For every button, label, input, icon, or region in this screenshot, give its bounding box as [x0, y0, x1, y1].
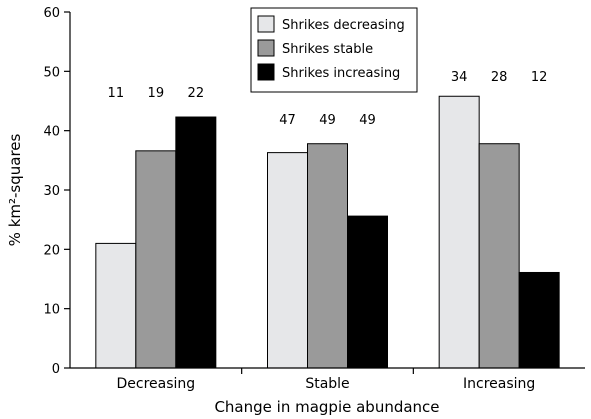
- x-category-label: Decreasing: [116, 376, 195, 392]
- bar: [267, 152, 308, 369]
- bar: [135, 150, 177, 369]
- bar: [438, 95, 480, 369]
- legend-label: Shrikes increasing: [282, 66, 400, 81]
- count-labels-group: 11 19 22 47 49 49 34 28 12: [108, 70, 548, 128]
- bar-count-label: 22: [188, 86, 205, 101]
- x-category-label: Stable: [305, 376, 349, 392]
- bar-count-label: 28: [491, 70, 508, 85]
- legend-swatch: [257, 15, 275, 33]
- legend: Shrikes decreasing Shrikes stable Shrikes …: [250, 7, 418, 93]
- bar: [307, 143, 348, 369]
- bar-count-label: 12: [531, 70, 548, 85]
- y-tick-label: 0: [52, 362, 60, 377]
- y-axis-title: % km²-squares: [6, 133, 24, 246]
- y-tick-label: 10: [43, 303, 60, 318]
- bar: [478, 143, 520, 369]
- bar-count-label: 11: [108, 86, 125, 101]
- y-tick-label: 40: [43, 125, 60, 140]
- bar: [175, 116, 217, 369]
- y-tick-label: 60: [43, 6, 60, 21]
- x-categories-group: Decreasing Stable Increasing: [116, 368, 535, 392]
- legend-swatch: [257, 63, 275, 81]
- bar-count-label: 19: [148, 86, 165, 101]
- legend-label: Shrikes decreasing: [282, 18, 405, 33]
- legend-swatch: [257, 39, 275, 57]
- x-axis-title: Change in magpie abundance: [214, 398, 439, 416]
- legend-label: Shrikes stable: [282, 42, 373, 57]
- bar-count-label: 49: [359, 113, 376, 128]
- bars-group: [95, 95, 560, 369]
- x-category-label: Increasing: [463, 376, 535, 392]
- bar-count-label: 49: [319, 113, 336, 128]
- bar: [347, 215, 388, 369]
- y-tick-label: 20: [43, 243, 60, 258]
- y-tick-label: 50: [43, 65, 60, 80]
- bar: [518, 271, 560, 369]
- y-tick-label: 30: [43, 184, 60, 199]
- bar-count-label: 47: [279, 113, 296, 128]
- bar: [95, 242, 137, 369]
- bar-count-label: 34: [451, 70, 468, 85]
- legend-box: [250, 7, 418, 93]
- y-ticks-group: 0 10 20 30 40 50 60: [43, 6, 70, 377]
